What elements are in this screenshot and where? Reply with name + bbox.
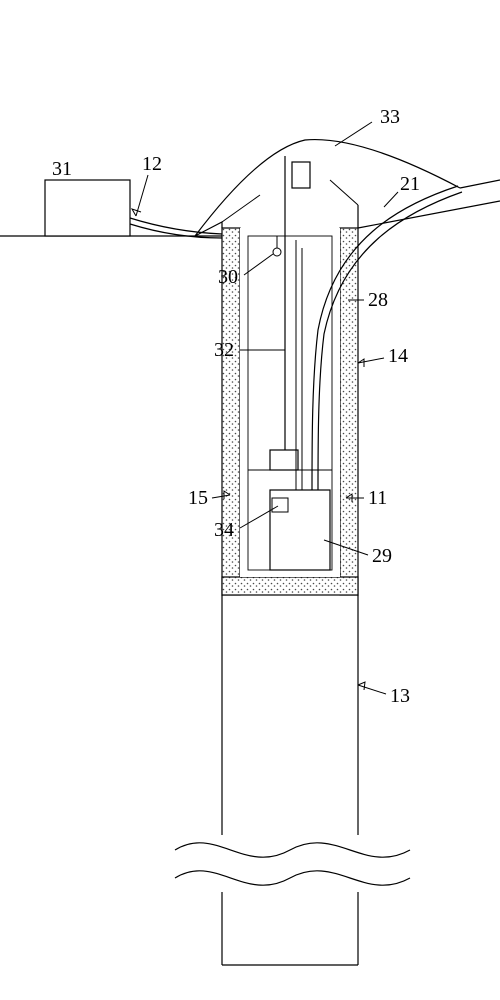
top-small-box [292, 162, 310, 188]
label-33: 33 [380, 106, 400, 128]
label-15: 15 [188, 487, 208, 509]
rod-base [270, 450, 298, 470]
cross-section-diagram: 33 12 31 21 30 28 32 14 15 11 [0, 0, 500, 1000]
label-13: 13 [390, 685, 410, 707]
component-34 [272, 498, 288, 512]
break-top [175, 843, 410, 857]
label-28: 28 [368, 289, 388, 311]
equipment-box-31 [45, 180, 130, 236]
sensor-30 [273, 248, 281, 256]
label-12: 12 [142, 153, 162, 175]
label-34: 34 [214, 519, 234, 541]
break-bot [175, 871, 410, 885]
cable-12 [130, 218, 222, 234]
label-11: 11 [368, 487, 387, 509]
casing-base [222, 577, 358, 595]
label-32: 32 [214, 339, 234, 361]
label-14: 14 [388, 345, 408, 367]
label-21: 21 [400, 173, 420, 195]
label-30: 30 [218, 266, 238, 288]
label-29: 29 [372, 545, 392, 567]
label-31: 31 [52, 158, 72, 180]
